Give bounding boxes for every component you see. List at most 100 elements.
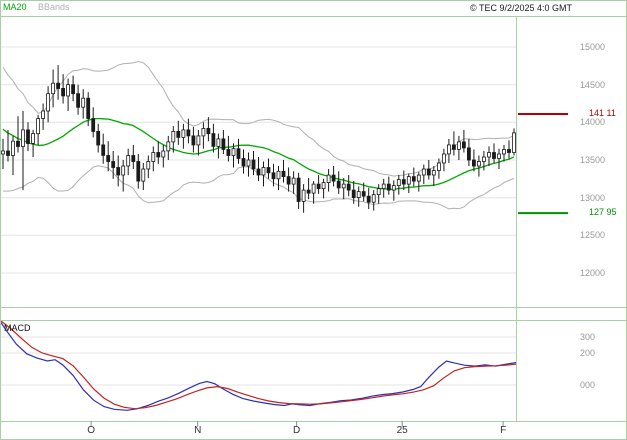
candle-body bbox=[476, 161, 481, 167]
candle-body bbox=[361, 191, 366, 197]
candle-body bbox=[371, 194, 376, 203]
candle-body bbox=[266, 167, 271, 174]
candle-body bbox=[381, 183, 386, 190]
candle-body bbox=[46, 93, 50, 112]
candle-body bbox=[391, 185, 396, 191]
candle-body bbox=[161, 150, 166, 158]
candle-body bbox=[11, 140, 15, 156]
candle-body bbox=[226, 149, 231, 156]
candle-body bbox=[497, 153, 501, 159]
legend-bbands: BBands bbox=[38, 2, 70, 12]
candle-body bbox=[487, 152, 491, 158]
legend-ma20: MA20 bbox=[3, 2, 27, 12]
candle-body bbox=[6, 150, 10, 156]
candle-body bbox=[416, 174, 421, 182]
candle-body bbox=[512, 132, 516, 153]
candle-body bbox=[316, 183, 321, 190]
candle-body bbox=[166, 141, 171, 152]
candle-body bbox=[241, 158, 246, 167]
candle-body bbox=[336, 180, 341, 189]
candle-body bbox=[406, 176, 411, 185]
candle-body bbox=[271, 172, 276, 180]
candle-body bbox=[216, 138, 221, 147]
candle-body bbox=[171, 130, 176, 143]
candle-body bbox=[186, 129, 191, 137]
candle-body bbox=[306, 189, 311, 194]
macd-line bbox=[0, 322, 517, 411]
candle-body bbox=[396, 179, 401, 187]
candle-body bbox=[191, 135, 196, 146]
candles bbox=[1, 65, 516, 213]
candle-body bbox=[221, 138, 226, 150]
candle-body bbox=[61, 88, 65, 97]
candle-body bbox=[446, 144, 451, 155]
candle-body bbox=[176, 130, 181, 138]
candle-body bbox=[51, 82, 55, 95]
candle-body bbox=[76, 93, 80, 108]
candle-body bbox=[21, 129, 25, 147]
candle-body bbox=[146, 161, 151, 170]
candle-body bbox=[26, 129, 30, 144]
candle-body bbox=[291, 177, 296, 185]
candle-body bbox=[507, 149, 511, 153]
candle-body bbox=[426, 168, 431, 176]
candle-body bbox=[492, 152, 496, 159]
signal-line bbox=[0, 320, 517, 410]
candle-body bbox=[41, 110, 45, 119]
candle-body bbox=[286, 176, 291, 185]
candle-body bbox=[366, 195, 371, 203]
candle-body bbox=[256, 168, 261, 176]
copyright-text: © TEC 9/2/2025 4:0 GMT bbox=[469, 3, 572, 13]
candle-body bbox=[56, 82, 60, 89]
candle-body bbox=[136, 161, 141, 182]
candle-body bbox=[86, 97, 91, 119]
candle-body bbox=[341, 183, 346, 189]
candle-body bbox=[236, 148, 241, 159]
candle-body bbox=[456, 141, 461, 150]
candle-body bbox=[251, 159, 256, 170]
candle-body bbox=[206, 127, 211, 135]
candle-body bbox=[321, 182, 326, 190]
candle-body bbox=[121, 165, 126, 176]
candle-body bbox=[201, 127, 206, 137]
candle-body bbox=[296, 177, 301, 202]
candle-body bbox=[466, 147, 471, 161]
candle-body bbox=[311, 183, 316, 194]
candle-body bbox=[401, 179, 406, 185]
candle-body bbox=[431, 170, 436, 176]
candle-body bbox=[441, 153, 446, 164]
candle-body bbox=[91, 118, 96, 132]
candle-body bbox=[156, 152, 161, 158]
candle-body bbox=[461, 141, 466, 149]
candle-body bbox=[481, 156, 486, 162]
candle-body bbox=[151, 152, 156, 162]
candle-body bbox=[421, 168, 426, 176]
candle-body bbox=[261, 167, 266, 176]
candle-body bbox=[96, 130, 101, 146]
candle-body bbox=[71, 84, 75, 95]
candle-body bbox=[181, 129, 186, 138]
candle-body bbox=[106, 155, 111, 162]
candle-body bbox=[116, 167, 121, 176]
candle-body bbox=[126, 155, 131, 167]
candle-body bbox=[66, 84, 70, 97]
candle-body bbox=[331, 174, 336, 182]
candle-body bbox=[131, 155, 136, 162]
chart-header: MA20 BBands © TEC 9/2/2025 4:0 GMT bbox=[3, 2, 627, 15]
candle-body bbox=[196, 135, 201, 146]
candle-body bbox=[471, 159, 476, 167]
candle-body bbox=[16, 140, 20, 147]
macd-label: MACD bbox=[4, 323, 31, 333]
candle-body bbox=[36, 118, 40, 135]
candle-body bbox=[81, 97, 86, 108]
candle-body bbox=[281, 170, 286, 178]
candle-body bbox=[211, 133, 216, 147]
candle-body bbox=[246, 159, 251, 167]
candle-body bbox=[351, 189, 356, 199]
candle-body bbox=[386, 183, 391, 191]
candle-body bbox=[326, 174, 331, 184]
candle-body bbox=[111, 161, 116, 168]
candle-body bbox=[101, 144, 106, 156]
